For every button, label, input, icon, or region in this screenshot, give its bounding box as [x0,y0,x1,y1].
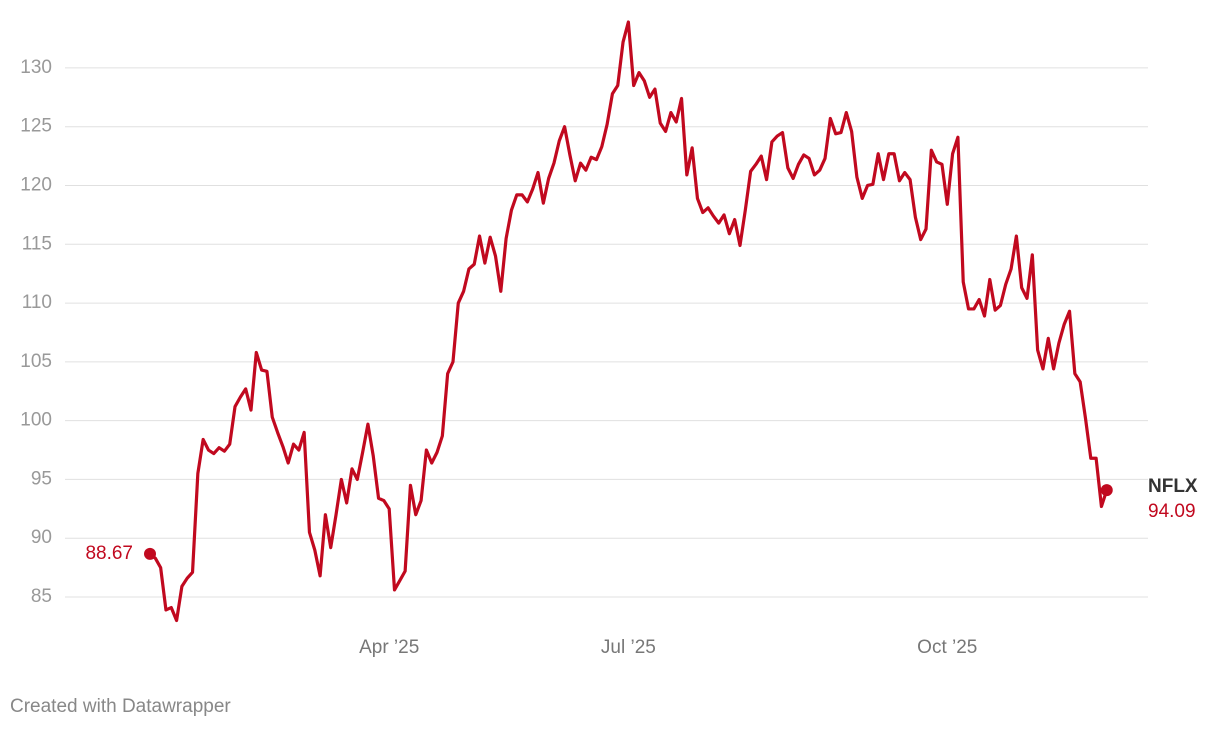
end-dot [144,547,156,560]
line [148,20,1109,623]
x-tick-label: Jul ’25 [601,637,656,658]
y-tick-label: 120 [20,175,52,196]
end-dot [1100,484,1113,497]
y-tick-label: 110 [22,292,52,313]
y-tick-label: 130 [20,57,52,78]
y-tick-label: 95 [31,468,52,489]
y-tick-label: 105 [20,351,52,372]
credit: Created with Datawrapper [10,696,231,717]
y-tick-label: 125 [20,116,52,137]
end-label: 94.09 [1148,501,1196,522]
y-tick-label: 90 [31,527,52,548]
x-tick-label: Apr ’25 [359,637,419,658]
series-label: NFLX [1148,476,1198,497]
start-label: 88.67 [85,543,133,564]
y-tick-label: 85 [31,586,52,607]
y-tick-label: 100 [20,410,52,431]
x-tick-label: Oct ’25 [917,637,977,658]
y-tick-label: 115 [22,233,52,254]
